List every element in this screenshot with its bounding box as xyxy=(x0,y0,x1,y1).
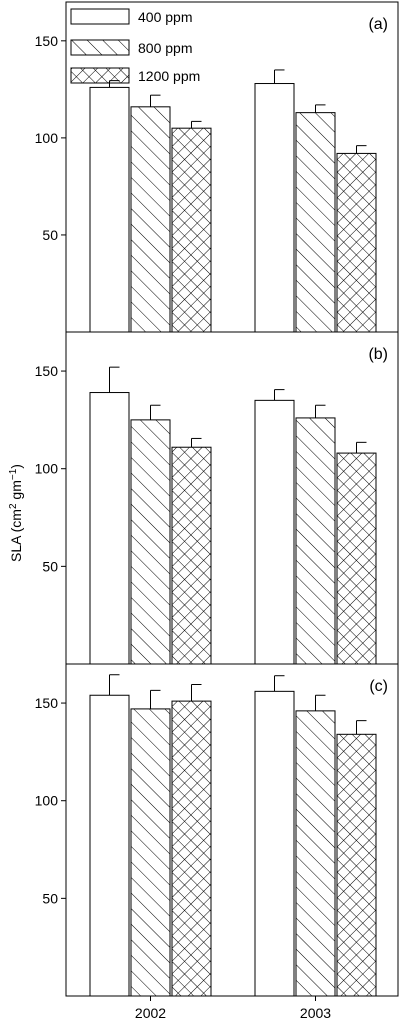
bar xyxy=(89,86,130,333)
y-tick-label: 150 xyxy=(35,33,59,49)
bar xyxy=(295,710,336,997)
y-tick-label: 100 xyxy=(35,461,59,477)
panels-group: 50 100 150 (a) 50 100 150 (b) 50 100 150 (c) 2002 200… xyxy=(35,1,399,1021)
y-tick-label: 150 xyxy=(35,695,59,711)
legend-label: 800 ppm xyxy=(138,40,192,56)
panel-1: 50 100 150 (a) xyxy=(35,1,399,333)
bar xyxy=(130,106,171,333)
y-tick-label: 100 xyxy=(35,130,59,146)
bar xyxy=(295,112,336,333)
y-tick-label: 150 xyxy=(35,363,59,379)
y-axis-label-sup: 2 xyxy=(8,503,19,509)
panel-frame xyxy=(65,663,399,997)
bar xyxy=(336,152,377,333)
legend-swatch xyxy=(70,67,130,84)
panel-2: 50 100 150 (b) xyxy=(35,331,399,665)
panel-label: (a) xyxy=(368,16,388,33)
legend: 400 ppm 800 ppm 1200 ppm xyxy=(70,8,200,84)
bar xyxy=(254,399,295,665)
bar xyxy=(295,417,336,665)
y-axis-label-main: SLA (cm xyxy=(8,509,24,562)
bar xyxy=(89,392,130,665)
bar xyxy=(254,690,295,997)
legend-swatch xyxy=(70,39,130,56)
panel-label: (b) xyxy=(368,346,388,363)
y-axis-label-sup2: −1 xyxy=(8,468,19,480)
panel-label: (c) xyxy=(369,678,388,695)
y-tick-label: 50 xyxy=(42,890,58,906)
bar xyxy=(89,694,130,997)
bar xyxy=(130,708,171,997)
bar xyxy=(254,83,295,333)
legend-label: 1200 ppm xyxy=(138,68,200,84)
legend-label: 400 ppm xyxy=(138,9,192,25)
bar xyxy=(171,700,212,997)
y-axis-label: SLA (cm2 gm−1) xyxy=(8,464,25,562)
y-axis-label-mid: gm xyxy=(8,480,24,503)
bar xyxy=(336,452,377,665)
bar xyxy=(171,446,212,665)
y-tick-label: 50 xyxy=(42,227,58,243)
y-axis-label-end: ) xyxy=(8,464,24,469)
x-tick-label: 2002 xyxy=(135,1005,166,1021)
y-tick-label: 50 xyxy=(42,558,58,574)
y-tick-label: 100 xyxy=(35,793,59,809)
panel-3: 50 100 150 (c) 2002 2003 xyxy=(35,663,399,1021)
x-tick-label: 2003 xyxy=(300,1005,331,1021)
bar xyxy=(171,127,212,333)
bar xyxy=(130,419,171,665)
bar xyxy=(336,733,377,997)
legend-swatch xyxy=(70,8,130,25)
